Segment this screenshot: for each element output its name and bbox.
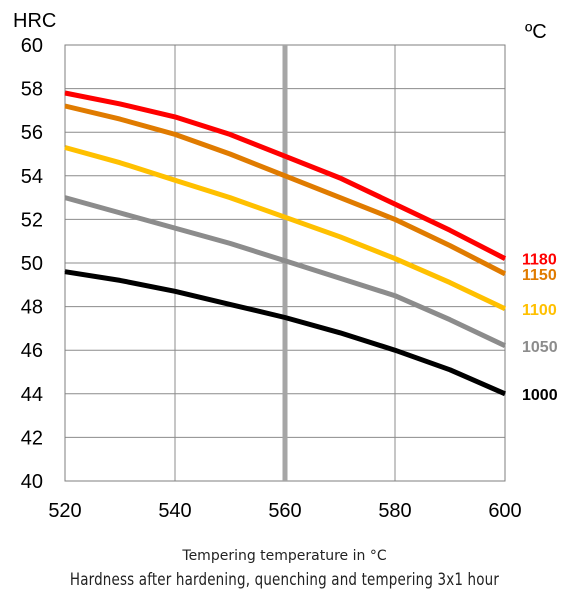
- series-label-1150: 1150: [522, 267, 557, 284]
- data-point: [339, 277, 341, 279]
- data-point: [64, 197, 66, 199]
- x-tick-labels: 520 540 560 580 600: [48, 500, 521, 522]
- y-tick-label: 56: [21, 122, 43, 144]
- chart-title: Hardness after hardening, quenching and …: [69, 570, 500, 590]
- data-point: [504, 258, 506, 260]
- y-tick-label: 46: [21, 340, 43, 362]
- y-tick-label: 52: [21, 209, 43, 231]
- data-point: [64, 146, 66, 148]
- y-tick-labels: 40 42 44 46 48 50 52 54 56 58 60: [21, 35, 43, 493]
- data-point: [504, 308, 506, 310]
- series-label-1050: 1050: [522, 339, 558, 356]
- data-point: [119, 103, 121, 105]
- data-point: [229, 242, 231, 244]
- series-label-1000: 1000: [522, 387, 558, 404]
- data-point: [284, 175, 286, 177]
- legend-title: ºC: [525, 21, 547, 43]
- data-point: [394, 295, 396, 297]
- data-point: [64, 271, 66, 273]
- x-tick-label: 580: [378, 500, 411, 522]
- data-point: [339, 197, 341, 199]
- x-tick-label: 540: [158, 500, 191, 522]
- data-point: [174, 179, 176, 181]
- data-point: [229, 197, 231, 199]
- data-point: [174, 290, 176, 292]
- data-point: [449, 229, 451, 231]
- data-point: [339, 332, 341, 334]
- data-point: [394, 349, 396, 351]
- data-point: [284, 216, 286, 218]
- x-tick-label: 560: [268, 500, 301, 522]
- data-point: [119, 162, 121, 164]
- data-point: [174, 116, 176, 118]
- series-label-1180: 1180: [522, 252, 557, 269]
- data-point: [119, 118, 121, 120]
- data-point: [284, 317, 286, 318]
- data-point: [449, 245, 451, 247]
- series-layer: [64, 90, 507, 397]
- y-tick-label: 58: [21, 79, 43, 101]
- x-axis-label: Tempering temperature in °C: [182, 548, 387, 564]
- y-tick-label: 60: [21, 35, 43, 57]
- data-point: [394, 203, 396, 205]
- data-point: [504, 273, 506, 275]
- y-tick-label: 42: [21, 427, 43, 449]
- data-point: [284, 260, 286, 262]
- data-point: [449, 282, 451, 284]
- y-tick-label: 54: [21, 166, 43, 188]
- data-point: [504, 345, 506, 347]
- x-tick-label: 520: [48, 500, 81, 522]
- y-tick-label: 40: [21, 471, 43, 493]
- data-point: [229, 303, 231, 305]
- data-point: [174, 227, 176, 229]
- data-point: [284, 155, 286, 157]
- y-tick-label: 50: [21, 253, 43, 275]
- y-tick-label: 44: [21, 384, 43, 406]
- x-tick-label: 600: [488, 500, 521, 522]
- data-point: [119, 279, 121, 281]
- data-point: [174, 133, 176, 135]
- y-axis-label: HRC: [13, 10, 56, 32]
- data-point: [339, 177, 341, 179]
- data-point: [394, 258, 396, 260]
- data-point: [449, 319, 451, 321]
- data-point: [229, 153, 231, 155]
- data-point: [449, 369, 451, 371]
- y-tick-label: 48: [21, 297, 43, 319]
- data-point: [339, 236, 341, 238]
- data-point: [504, 393, 506, 395]
- data-point: [394, 218, 396, 220]
- data-point: [229, 133, 231, 135]
- data-point: [64, 92, 66, 94]
- data-point: [64, 105, 66, 107]
- series-label-1100: 1100: [522, 302, 557, 319]
- data-point: [119, 212, 121, 214]
